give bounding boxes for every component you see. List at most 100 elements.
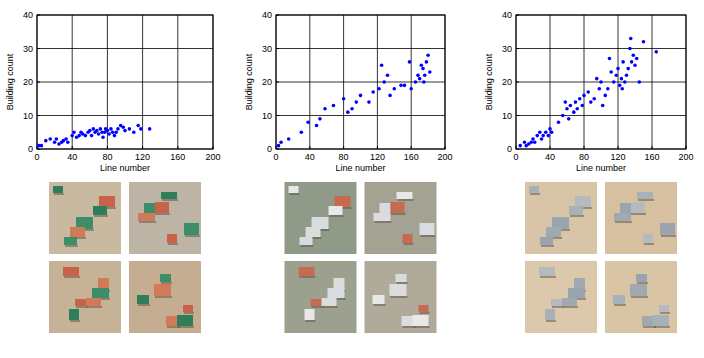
grid-line <box>37 48 213 49</box>
thumbnail-shadow <box>306 320 316 322</box>
tick-mark <box>276 149 279 150</box>
plot-frame <box>516 15 686 149</box>
tick-mark <box>107 146 108 149</box>
point <box>113 134 117 138</box>
point <box>565 107 569 111</box>
tick-label: 20 <box>502 77 512 87</box>
thumbnail-building <box>311 299 323 306</box>
thumbnail-building <box>328 288 345 298</box>
point <box>615 74 619 78</box>
points <box>37 124 151 148</box>
y-axis-label: Building count <box>484 53 494 110</box>
tick-label: 80 <box>579 152 589 162</box>
thumbnail-building <box>373 295 385 304</box>
point <box>55 137 59 141</box>
thumbnail-building <box>154 284 171 296</box>
point <box>107 132 111 136</box>
point <box>603 94 607 98</box>
thumbnail-building <box>167 234 177 243</box>
tick-mark <box>686 146 687 149</box>
thumbnail-building <box>64 237 77 245</box>
thumbnail-shadow <box>374 304 386 306</box>
point <box>306 120 310 124</box>
grid-line <box>276 15 445 16</box>
tick-label: 80 <box>102 152 112 162</box>
tick-mark <box>213 146 214 149</box>
grid-line <box>276 48 445 49</box>
tick-mark <box>177 146 178 149</box>
tick-mark <box>516 15 519 16</box>
thumbnail-shadow <box>414 326 430 328</box>
thumbnail-shadow <box>644 243 654 245</box>
grid-line <box>516 48 686 49</box>
thumbnail-ground <box>129 182 201 254</box>
point <box>136 124 140 128</box>
thumbnail-building <box>69 309 79 320</box>
point <box>608 57 612 61</box>
thumbnail-shadow <box>552 306 564 308</box>
thumbnail-building <box>575 196 591 207</box>
tick-label: 200 <box>205 152 220 162</box>
point <box>377 87 381 91</box>
tick-mark <box>276 48 279 49</box>
thumbnail-building <box>86 298 101 306</box>
thumbnail-shadow <box>421 235 436 237</box>
point <box>99 127 103 131</box>
point <box>420 63 424 67</box>
tick-label: 30 <box>502 44 512 54</box>
tick-mark <box>142 146 143 149</box>
tick-label: 200 <box>437 152 452 162</box>
thumbnail-ground <box>525 182 597 254</box>
tick-mark <box>72 146 73 149</box>
point <box>592 97 596 101</box>
point <box>654 50 658 54</box>
point <box>123 129 127 133</box>
point <box>642 40 646 44</box>
point <box>606 87 610 91</box>
thumbnail-shadow <box>632 213 646 215</box>
thumbnail-building <box>396 274 407 282</box>
tick-label: 160 <box>404 152 419 162</box>
point <box>601 104 605 108</box>
thumbnail-ground <box>285 261 357 333</box>
thumbnail-building <box>413 315 429 326</box>
point <box>599 80 603 84</box>
grid-line <box>276 115 445 116</box>
tick-mark <box>377 146 378 149</box>
thumbnail <box>129 182 201 254</box>
point <box>418 77 422 81</box>
thumbnail-shadow <box>570 215 584 217</box>
point <box>116 127 120 131</box>
thumbnail-shadow <box>638 199 654 201</box>
tick-mark <box>343 146 344 149</box>
point <box>538 130 542 134</box>
point <box>633 63 637 67</box>
tick-label: 40 <box>262 10 272 20</box>
thumbnail-shadow <box>330 215 344 217</box>
thumbnail-building <box>144 203 155 213</box>
point <box>575 107 579 111</box>
point <box>315 124 319 128</box>
tick-label: 0 <box>28 144 33 154</box>
point <box>109 127 113 131</box>
point <box>518 144 522 148</box>
point <box>632 53 636 57</box>
point <box>550 130 554 134</box>
point <box>393 87 397 91</box>
thumbnail-building <box>374 213 391 221</box>
point <box>287 137 291 141</box>
thumbnail <box>365 261 437 333</box>
point <box>569 104 573 108</box>
thumbnail-building <box>305 309 315 320</box>
thumbnail-building <box>660 223 675 235</box>
thumbnail <box>605 182 677 254</box>
point <box>148 127 152 131</box>
thumbnail-building <box>184 223 199 235</box>
point <box>425 60 429 64</box>
y-axis-label: Building count <box>244 53 254 110</box>
tick-mark <box>445 146 446 149</box>
point <box>544 130 548 134</box>
thumbnail-building <box>391 202 405 213</box>
x-axis-label: Line number <box>335 163 385 173</box>
point <box>359 94 363 98</box>
